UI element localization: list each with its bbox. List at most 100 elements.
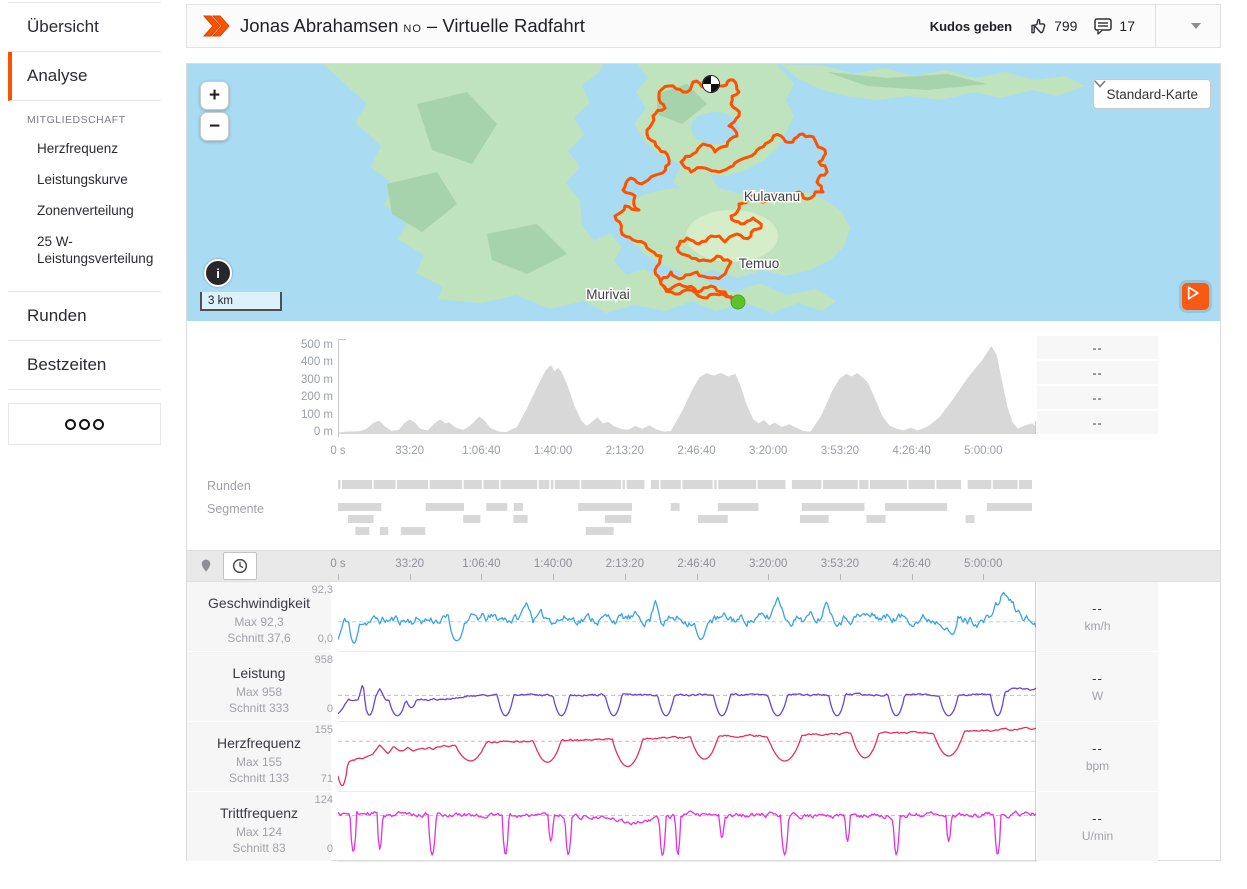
metric-value-panel: -- W xyxy=(1037,652,1158,721)
time-tick-label: 5:00:00 xyxy=(964,558,1003,570)
elevation-stat-value: -- xyxy=(1037,336,1158,359)
time-tick-mark xyxy=(481,574,483,580)
metric-trace xyxy=(337,684,1037,717)
time-mode-button[interactable] xyxy=(223,552,257,580)
metric-max: Max 124 xyxy=(235,825,283,839)
activity-title: Jonas Abrahamsen NO – Virtuelle Radfahrt xyxy=(240,15,585,37)
metric-plot-herzfrequenz[interactable] xyxy=(337,722,1037,792)
map-zoom-out-button[interactable]: − xyxy=(200,112,229,141)
map-pin-icon xyxy=(201,559,211,572)
metric-line-canvas xyxy=(337,792,1037,862)
time-tick-mark xyxy=(911,574,913,580)
thumbs-up-icon xyxy=(1031,18,1046,34)
sidebar-item-bestzeiten[interactable]: Bestzeiten xyxy=(8,341,161,390)
metric-unit: U/min xyxy=(1081,828,1114,843)
elevation-x-tick: 33:20 xyxy=(395,445,425,457)
elevation-x-tick: 3:20:00 xyxy=(749,445,788,457)
finish-flag-marker xyxy=(702,75,720,93)
sidebar-membership-section: MITGLIEDSCHAFT Herzfrequenz Leistungskur… xyxy=(8,101,161,292)
comment-count: 17 xyxy=(1119,18,1135,34)
distance-mode-button[interactable] xyxy=(191,552,221,580)
more-dot-icon xyxy=(79,418,90,430)
elevation-y-tick: 100 m xyxy=(301,408,333,421)
metric-max: Max 92,3 xyxy=(234,615,284,629)
main-content: Jonas Abrahamsen NO – Virtuelle Radfahrt K… xyxy=(186,4,1222,862)
playback-button[interactable] xyxy=(1182,283,1209,310)
more-options-button[interactable] xyxy=(8,403,161,445)
comments-stat[interactable]: 17 xyxy=(1093,16,1135,36)
laps-bars-canvas xyxy=(338,480,1032,535)
metric-label-panel[interactable]: Leistung Max 958 Schnitt 333 xyxy=(187,652,331,721)
metric-max: Max 958 xyxy=(235,685,283,699)
y-axis-min: 0 xyxy=(326,703,333,715)
sidebar-item-herzfrequenz[interactable]: Herzfrequenz xyxy=(37,141,119,156)
elevation-chart[interactable]: 500 m 400 m 300 m 200 m 100 m 0 m 0 s 33:20 1:0… xyxy=(187,321,1220,459)
laps-segments-strip: Runden Segmente xyxy=(187,459,1220,545)
elevation-y-tick: 400 m xyxy=(301,356,333,369)
metric-row-herzfrequenz: Herzfrequenz Max 155 Schnitt 133 155 71 … xyxy=(187,722,1222,792)
map-zoom-in-button[interactable]: + xyxy=(200,81,229,110)
metric-avg: Schnitt 83 xyxy=(232,841,286,855)
y-axis-min: 71 xyxy=(320,773,333,785)
segments-row-label: Segmente xyxy=(207,502,264,516)
sidebar-item-leistungskurve[interactable]: Leistungskurve xyxy=(37,172,128,187)
metric-current-value: -- xyxy=(1092,670,1103,686)
time-tick-label: 1:40:00 xyxy=(533,558,573,570)
more-dot-icon xyxy=(65,418,76,430)
metric-label-panel[interactable]: Geschwindigkeit Max 92,3 Schnitt 37,6 xyxy=(187,582,331,651)
y-axis-max: 958 xyxy=(314,654,333,666)
metric-unit: bpm xyxy=(1085,758,1110,773)
metric-current-value: -- xyxy=(1092,600,1103,616)
metric-plot-geschwindigkeit[interactable] xyxy=(337,582,1037,652)
metric-label-panel[interactable]: Trittfrequenz Max 124 Schnitt 83 xyxy=(187,792,331,861)
virtual-ride-chevrons-icon xyxy=(203,15,230,37)
elevation-x-tick: 3:53:20 xyxy=(820,445,860,457)
sidebar-item-runden[interactable]: Runden xyxy=(8,292,161,341)
elevation-x-tick: 5:00:00 xyxy=(964,445,1003,457)
route-map[interactable]: Kulavanu Temuo Murivai + − i 3 km Standard… xyxy=(187,64,1220,321)
time-tick-mark xyxy=(553,574,555,580)
give-kudos-button[interactable]: Kudos geben xyxy=(929,18,1013,34)
metric-trace xyxy=(337,591,1037,644)
metric-max: Max 155 xyxy=(235,755,283,769)
elevation-x-tick: 0 s xyxy=(330,445,346,457)
metric-name: Trittfrequenz xyxy=(219,805,299,821)
map-style-selector[interactable]: Standard-Karte xyxy=(1093,79,1211,109)
elevation-stat-value: -- xyxy=(1037,411,1158,434)
sidebar-item-uebersicht[interactable]: Übersicht xyxy=(8,2,161,52)
sidebar-item-leistungsverteilung[interactable]: 25 W-Leistungsverteilung xyxy=(37,234,154,266)
kudos-stat[interactable]: 799 xyxy=(1028,16,1077,36)
metric-value-panel: -- U/min xyxy=(1037,792,1158,861)
map-image: Kulavanu Temuo Murivai xyxy=(187,64,1220,321)
time-tick-mark xyxy=(839,574,841,580)
metric-plot-leistung[interactable] xyxy=(337,652,1037,722)
elevation-y-tick: 300 m xyxy=(301,373,333,386)
membership-heading: MITGLIEDSCHAFT xyxy=(27,114,126,126)
map-info-button[interactable]: i xyxy=(204,259,232,287)
elevation-x-tick: 2:13:20 xyxy=(605,445,644,457)
elevation-x-tick: 1:40:00 xyxy=(533,445,573,457)
metric-label-panel[interactable]: Herzfrequenz Max 155 Schnitt 133 xyxy=(187,722,331,791)
metric-name: Leistung xyxy=(232,665,286,681)
sidebar: Übersicht Analyse MITGLIEDSCHAFT Herzfre… xyxy=(8,2,161,445)
y-axis-min: 0,0 xyxy=(317,633,333,645)
athlete-name[interactable]: Jonas Abrahamsen xyxy=(240,15,399,36)
sidebar-item-zonenverteilung[interactable]: Zonenverteilung xyxy=(37,203,134,218)
time-tick-label: 3:53:20 xyxy=(820,558,860,570)
metric-current-value: -- xyxy=(1092,740,1103,756)
metric-trace xyxy=(337,810,1037,856)
y-axis-min: 0 xyxy=(326,843,333,855)
metric-trace xyxy=(337,726,1037,787)
time-tick-mark xyxy=(338,574,339,580)
time-tick-label: 0 s xyxy=(330,558,346,570)
map-place-label: Kulavanu xyxy=(744,189,800,204)
time-tick-label: 1:06:40 xyxy=(462,558,501,570)
metric-row-trittfrequenz: Trittfrequenz Max 124 Schnitt 83 124 0 -… xyxy=(187,792,1222,862)
metric-plot-trittfrequenz[interactable] xyxy=(337,792,1037,862)
elevation-x-tick: 1:06:40 xyxy=(462,445,501,457)
metric-line-canvas xyxy=(337,722,1037,792)
metric-line-canvas xyxy=(337,652,1037,722)
sidebar-item-analyse[interactable]: Analyse xyxy=(8,52,161,101)
chevron-down-icon[interactable] xyxy=(1191,23,1201,29)
route-polyline xyxy=(613,76,829,304)
